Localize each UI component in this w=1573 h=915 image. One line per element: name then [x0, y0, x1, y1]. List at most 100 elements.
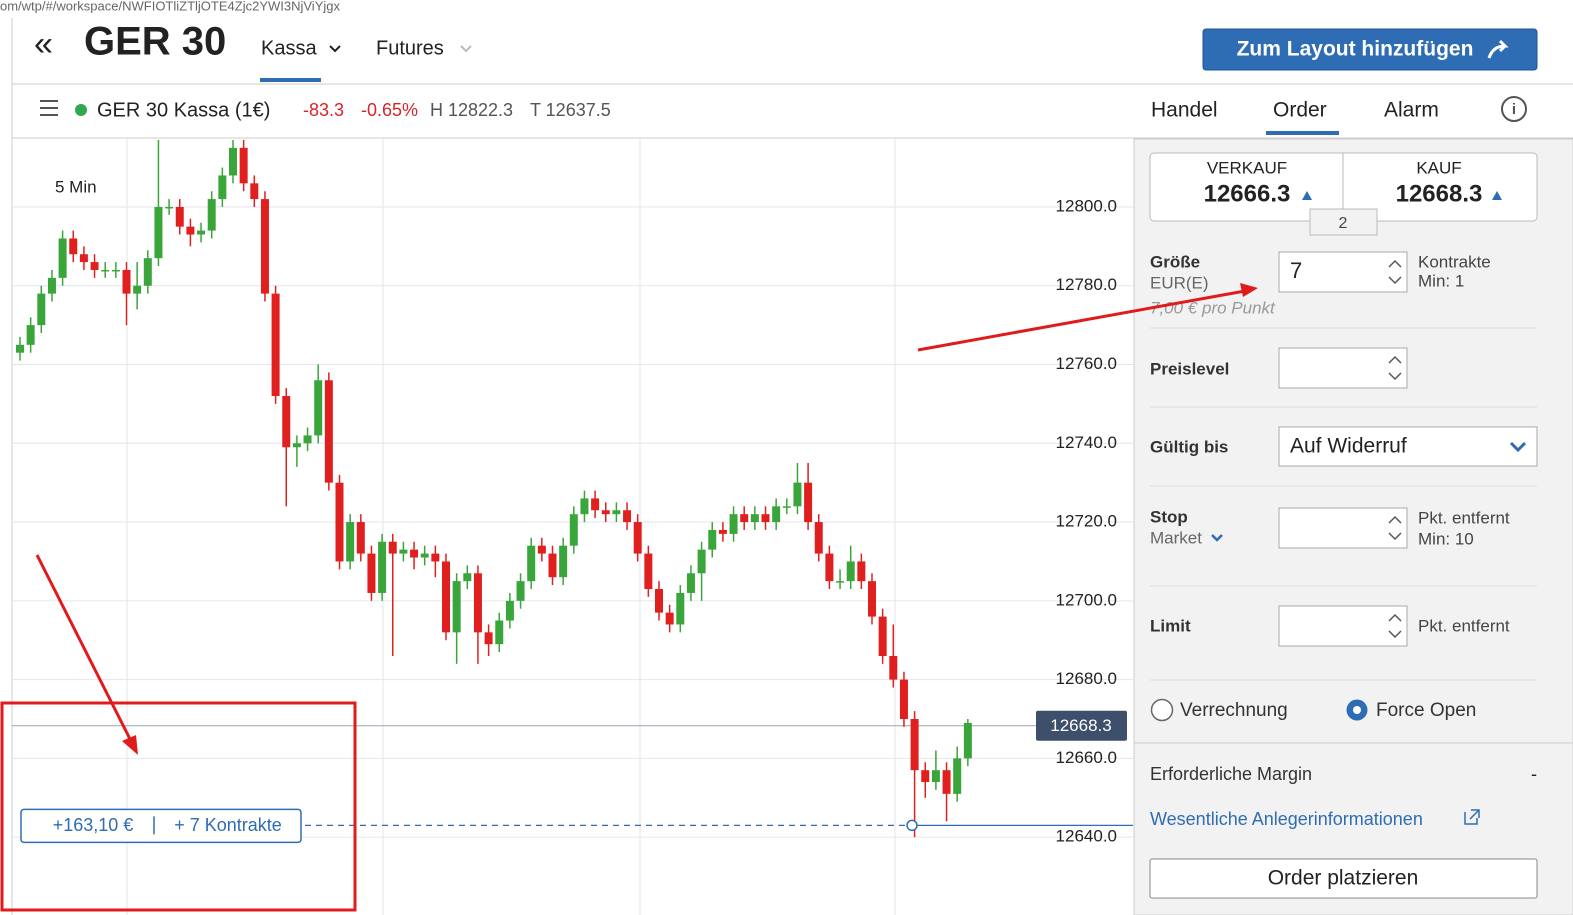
- candle-body: [431, 553, 440, 562]
- candle-body: [165, 206, 174, 209]
- radio-dot: [1353, 706, 1361, 714]
- valid-label: Gültig bis: [1150, 437, 1228, 456]
- spread: 2: [1339, 215, 1348, 232]
- menu-icon[interactable]: [40, 100, 58, 116]
- info-icon[interactable]: [1501, 96, 1527, 122]
- candle-body: [282, 396, 291, 448]
- submit-label: Order platzieren: [1268, 867, 1419, 890]
- candle-body: [644, 553, 653, 590]
- y-tick-label: 12780.0: [1056, 275, 1117, 294]
- limit-input[interactable]: [1278, 605, 1408, 647]
- spin-arrows: [1388, 515, 1402, 541]
- candle-body: [899, 679, 908, 719]
- candle-body: [111, 269, 120, 272]
- change: -83.3: [303, 100, 344, 120]
- layout-button-label: Zum Layout hinzufügen: [1237, 38, 1474, 61]
- candle-body: [633, 522, 642, 554]
- submit-button[interactable]: [1149, 858, 1538, 899]
- candle-body: [420, 553, 429, 558]
- info-icon-i: i: [1512, 101, 1516, 118]
- price-level-input[interactable]: [1278, 347, 1408, 389]
- candle-body: [591, 498, 600, 511]
- y-tick-label: 12800.0: [1056, 196, 1117, 215]
- candle-body: [825, 553, 834, 582]
- position-marker: [906, 819, 918, 832]
- candle-body: [90, 262, 99, 270]
- tab-kassa[interactable]: Kassa: [261, 37, 317, 59]
- radio-label: Force Open: [1376, 700, 1476, 721]
- spin-arrows: [1388, 259, 1402, 285]
- spin-arrows: [1388, 355, 1402, 381]
- candle-body: [495, 620, 504, 645]
- candle-body: [356, 522, 365, 554]
- candle-body: [229, 147, 237, 176]
- candle-body: [729, 514, 738, 534]
- chart: 12640.0 12660.0 12680.0 12700.0 12720.0 12740…: [12, 139, 1133, 915]
- candle-body: [942, 770, 951, 794]
- candle-body: [921, 770, 930, 783]
- chevron: [460, 45, 472, 53]
- up-arrow: [1492, 191, 1502, 200]
- layout-button[interactable]: [1202, 28, 1538, 71]
- info-link[interactable]: Wesentliche Anlegerinformationen: [1150, 809, 1423, 829]
- candle-body: [836, 581, 845, 583]
- back-icon[interactable]: «: [34, 25, 53, 63]
- size-input[interactable]: [1278, 251, 1408, 293]
- stop-min: Min: 10: [1418, 529, 1474, 548]
- candle-body: [708, 529, 717, 550]
- candle-body: [750, 514, 759, 523]
- candle-body: [378, 541, 387, 593]
- stop-input[interactable]: [1278, 507, 1408, 549]
- candle-body: [133, 285, 142, 294]
- position-box[interactable]: [20, 808, 302, 844]
- valid-select[interactable]: [1278, 426, 1538, 467]
- radio[interactable]: [1150, 698, 1174, 722]
- candle-body: [314, 380, 323, 436]
- select-chevron: [1509, 441, 1527, 453]
- candle-body: [292, 443, 301, 448]
- candle-body: [548, 553, 557, 578]
- tab-order[interactable]: Order: [1273, 99, 1327, 122]
- tab-alarm[interactable]: Alarm: [1384, 99, 1439, 122]
- position-size: + 7 Kontrakte: [174, 815, 282, 835]
- stop-chevron: [1211, 534, 1223, 542]
- tab-underline: [1266, 131, 1339, 135]
- candle-body: [367, 553, 376, 593]
- candle-body: [271, 293, 280, 397]
- candle-body: [697, 549, 706, 574]
- spinners: [1388, 259, 1402, 639]
- candle-body: [324, 380, 333, 483]
- candle-body: [442, 561, 450, 633]
- candle-body: [804, 482, 813, 523]
- interval-label: 5 Min: [55, 177, 97, 196]
- tab-handel[interactable]: Handel: [1151, 99, 1218, 122]
- candle-body: [143, 258, 152, 286]
- position-profit: +163,10 €: [53, 815, 134, 835]
- valid-value: Auf Widerruf: [1290, 435, 1407, 458]
- external-icon: [1464, 809, 1480, 825]
- sell-price: 12666.3: [1204, 180, 1291, 207]
- size-value: 7: [1290, 258, 1302, 283]
- interval-box: [40, 172, 120, 204]
- tab-futures[interactable]: Futures: [376, 37, 444, 59]
- stop-type[interactable]: Market: [1150, 528, 1202, 547]
- candle-body: [963, 722, 972, 759]
- size-unit: EUR(E): [1150, 273, 1209, 292]
- candle-body: [772, 506, 781, 523]
- candle-body: [399, 549, 408, 554]
- low: T 12637.5: [530, 100, 611, 120]
- candle-body: [16, 344, 24, 353]
- change-pct: -0.65%: [361, 100, 418, 120]
- candle-body: [612, 510, 621, 515]
- candle-body: [878, 616, 887, 656]
- candle-body: [463, 573, 472, 582]
- stop-hint: Pkt. entfernt: [1418, 508, 1510, 527]
- candle-body: [58, 238, 67, 278]
- radio-label: Verrechnung: [1180, 700, 1288, 721]
- arrow: [35, 554, 135, 746]
- up-arrow: [1302, 191, 1312, 200]
- candle-body: [782, 506, 791, 508]
- size-min: Min: 1: [1418, 271, 1464, 290]
- price-tag-label: 12668.3: [1050, 716, 1111, 735]
